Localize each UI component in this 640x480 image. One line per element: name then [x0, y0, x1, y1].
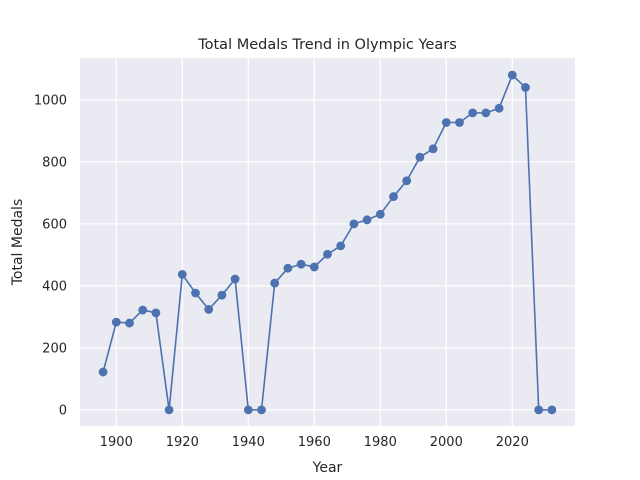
- x-tick-label: 1920: [166, 435, 199, 450]
- data-point: [98, 367, 108, 377]
- data-point: [521, 83, 530, 92]
- data-point: [468, 108, 478, 118]
- data-point: [323, 249, 332, 259]
- data-point: [230, 274, 240, 284]
- data-point: [296, 259, 306, 269]
- data-point: [283, 263, 293, 273]
- x-tick-label: 1900: [100, 435, 133, 450]
- plot-area: [80, 58, 575, 426]
- data-point: [375, 209, 385, 219]
- data-point: [111, 317, 121, 327]
- x-tick-labels: 1900 1920 1940 1960 1980 2000 2020: [100, 435, 529, 450]
- y-tick-label: 600: [42, 217, 67, 232]
- x-tick-label: 1940: [232, 435, 265, 450]
- y-tick-label: 1000: [34, 93, 67, 108]
- x-tick-label: 1980: [364, 435, 397, 450]
- data-point: [481, 108, 491, 118]
- data-point: [125, 318, 134, 328]
- data-point: [191, 288, 200, 298]
- data-point: [138, 305, 148, 315]
- data-point: [257, 405, 266, 415]
- data-point: [547, 405, 557, 415]
- y-tick-label: 800: [42, 155, 67, 170]
- data-point: [217, 290, 227, 300]
- data-point: [415, 152, 425, 162]
- data-point: [494, 103, 504, 113]
- x-axis-label: Year: [312, 460, 343, 476]
- data-point: [204, 305, 214, 314]
- data-point: [151, 308, 161, 318]
- data-point: [389, 192, 398, 201]
- x-tick-label: 2000: [430, 435, 463, 450]
- y-tick-label: 200: [42, 341, 67, 356]
- data-point: [177, 269, 187, 279]
- x-tick-label: 1960: [298, 435, 331, 450]
- data-point: [243, 405, 253, 415]
- y-tick-label: 400: [42, 279, 67, 294]
- data-point: [164, 405, 174, 415]
- x-tick-label: 2020: [496, 435, 529, 450]
- data-points: [98, 70, 557, 415]
- data-point: [336, 241, 346, 251]
- data-point: [270, 278, 280, 288]
- data-point: [349, 219, 359, 229]
- data-point: [362, 215, 372, 225]
- data-point: [441, 118, 451, 127]
- data-point: [309, 262, 319, 272]
- chart-title: Total Medals Trend in Olympic Years: [197, 37, 457, 53]
- y-axis-label: Total Medals: [10, 199, 26, 287]
- y-tick-labels: 0 200 400 600 800 1000: [34, 93, 67, 418]
- y-tick-label: 0: [59, 403, 67, 418]
- data-point: [455, 118, 464, 127]
- data-point: [402, 176, 412, 186]
- data-point: [507, 70, 517, 80]
- data-point: [428, 144, 438, 154]
- data-point: [534, 405, 544, 415]
